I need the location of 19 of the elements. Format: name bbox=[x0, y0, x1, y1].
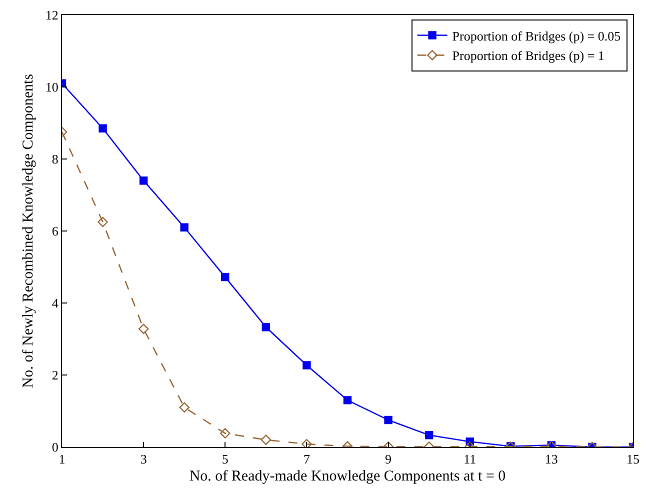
y-tick-label: 10 bbox=[45, 80, 58, 95]
x-tick-label: 5 bbox=[222, 452, 228, 467]
y-tick-label: 12 bbox=[45, 8, 58, 23]
y-tick-label: 2 bbox=[52, 368, 58, 383]
x-tick-label: 3 bbox=[140, 452, 147, 467]
y-tick-label: 0 bbox=[52, 440, 58, 455]
x-tick-label: 11 bbox=[464, 452, 476, 467]
legend-label: Proportion of Bridges (p) = 0.05 bbox=[452, 28, 621, 44]
x-tick-label: 7 bbox=[303, 452, 310, 467]
x-axis-title: No. of Ready-made Knowledge Components at t = 0 bbox=[189, 468, 506, 485]
x-tick-label: 13 bbox=[544, 452, 558, 467]
legend-label: Proportion of Bridges (p) = 1 bbox=[452, 48, 604, 64]
y-axis-title: No. of Newly Recombined Knowledge Components bbox=[20, 74, 37, 388]
x-tick-label: 15 bbox=[626, 452, 640, 467]
y-tick-label: 6 bbox=[52, 224, 59, 239]
x-tick-label: 9 bbox=[385, 452, 392, 467]
y-tick-label: 4 bbox=[52, 296, 59, 311]
x-tick-label: 1 bbox=[58, 452, 66, 467]
y-tick-label: 8 bbox=[52, 152, 58, 167]
